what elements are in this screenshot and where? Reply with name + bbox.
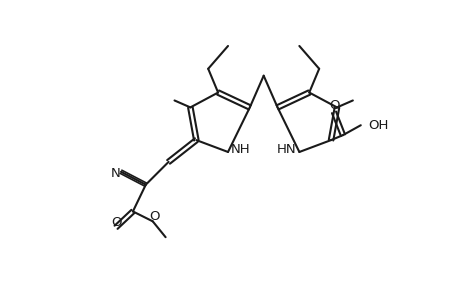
Text: O: O [111,216,121,229]
Text: O: O [328,99,339,112]
Text: OH: OH [368,119,388,132]
Text: NH: NH [230,142,250,155]
Text: N: N [111,167,121,180]
Text: HN: HN [276,142,296,155]
Text: O: O [149,210,160,223]
